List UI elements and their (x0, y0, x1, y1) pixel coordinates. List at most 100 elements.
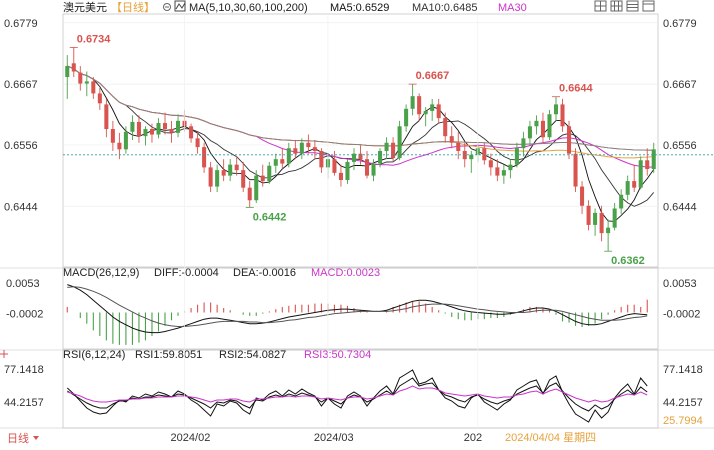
candle-58 (443, 112, 448, 143)
candle-21 (202, 142, 207, 173)
price-axis: 0.6779 0.6779 0.6667 0.6667 0.6556 0.6556 0.64… (4, 18, 697, 214)
candle-60 (456, 131, 461, 160)
candle-body (156, 123, 161, 135)
price-tick-left-2: 0.6556 (4, 140, 38, 152)
macd-tick-left-1: -0.0002 (6, 309, 43, 321)
price-annotation-1: 0.6667 (416, 70, 450, 82)
candle-52 (404, 104, 409, 132)
macd-dea-line (67, 286, 648, 327)
candle-43 (345, 159, 350, 184)
price-tick-left-0: 0.6779 (4, 18, 38, 30)
candle-81 (593, 208, 598, 236)
candle-31 (267, 161, 272, 184)
candle-11 (136, 115, 141, 143)
candle-24 (221, 159, 226, 182)
candle-body (97, 93, 102, 104)
chevron-down-icon[interactable] (33, 436, 39, 440)
candle-30 (260, 164, 265, 187)
macd-axis: 0.0053 0.0053 -0.0002 -0.0002 (6, 278, 700, 321)
candle-33 (280, 148, 285, 170)
candle-body (162, 123, 168, 130)
candle-body (319, 150, 324, 168)
candle-49 (384, 137, 389, 160)
list-layout-icon[interactable] (626, 0, 639, 12)
candle-body (397, 126, 402, 159)
candle-2 (78, 66, 83, 91)
candle-32 (273, 153, 278, 173)
period-button[interactable]: 日线 (0, 430, 40, 445)
candle-53 (410, 84, 415, 116)
candle-body (267, 165, 272, 182)
macd-histogram (66, 299, 648, 345)
panel-layout-icon[interactable] (594, 0, 607, 12)
candle-25 (228, 159, 233, 182)
candle-body (645, 160, 650, 170)
ma-chart-icon[interactable] (174, 0, 186, 12)
candle-64 (482, 142, 487, 165)
candle-54 (417, 93, 422, 121)
candle-48 (378, 148, 383, 168)
candle-71 (527, 120, 532, 146)
rsi-crosshair-icon[interactable] (0, 350, 8, 358)
candle-body (456, 142, 461, 151)
rsi-tick-right-2: 25.7994 (663, 415, 703, 427)
period-button-label[interactable]: 日线 (7, 431, 29, 445)
candle-body (247, 187, 252, 201)
candle-50 (391, 137, 396, 162)
candle-body (495, 167, 500, 176)
candle-1 (71, 47, 76, 77)
symbol-name: 澳元美元 (63, 1, 107, 14)
rsi2-line (67, 377, 648, 412)
candle-body (586, 205, 591, 225)
rsi3-line (67, 385, 648, 403)
ma10-value: MA10:0.6485 (412, 2, 477, 14)
candle-body (306, 142, 311, 148)
rsi2-value: RSI2:54.0827 (219, 349, 286, 361)
candle-body (195, 138, 200, 148)
candle-body (378, 150, 383, 164)
candle-body (580, 186, 585, 206)
candle-82 (599, 205, 604, 242)
ma30-value: MA30 (498, 2, 527, 14)
candle-4 (91, 77, 96, 99)
candle-12 (143, 126, 148, 146)
candle-body (110, 129, 115, 143)
candle-90 (651, 142, 656, 173)
candle-body (338, 172, 343, 180)
price-tick-right-1: 0.6667 (663, 79, 697, 91)
candle-62 (469, 150, 474, 173)
settings-icon[interactable] (163, 3, 171, 11)
candle-76 (560, 98, 565, 132)
candle-body (345, 161, 350, 180)
grid-layout-icon[interactable] (610, 0, 623, 12)
candle-body (527, 126, 532, 139)
candle-body (176, 120, 181, 133)
panel-frame-2 (62, 349, 659, 429)
candle-body (410, 96, 415, 109)
candle-body (260, 175, 265, 182)
candle-8 (117, 132, 122, 160)
candle-16 (169, 120, 174, 143)
candle-body (286, 148, 291, 164)
rsi-lines (66, 369, 648, 423)
candle-73 (540, 112, 545, 143)
candle-6 (104, 98, 109, 138)
candle-body (189, 126, 194, 139)
candle-66 (495, 159, 500, 182)
candle-body (215, 170, 220, 187)
ma-params: MA(5,10,30,60,100,200) (189, 2, 308, 14)
window-layout-icon[interactable] (642, 0, 655, 12)
price-tick-left-3: 0.6444 (4, 201, 38, 213)
candle-28 (247, 181, 252, 208)
rsi1-line (66, 369, 648, 423)
price-tick-right-2: 0.6556 (663, 140, 697, 152)
candle-body (117, 142, 122, 150)
candle-body (547, 114, 552, 138)
period-label[interactable]: 【日线】 (111, 0, 155, 14)
candle-body (130, 121, 135, 132)
candle-body (280, 159, 285, 164)
candle-65 (488, 153, 493, 176)
candle-7 (110, 120, 115, 151)
